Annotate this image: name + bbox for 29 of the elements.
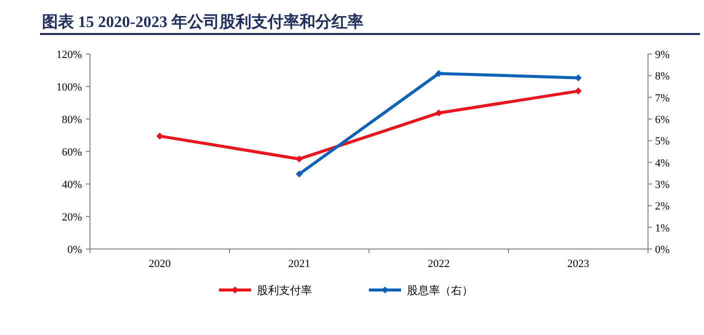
x-tick-label: 2022 bbox=[428, 258, 450, 270]
y2-tick-label: 9% bbox=[655, 49, 670, 61]
y-tick-label: 0% bbox=[67, 244, 82, 256]
legend-label: 股利支付率 bbox=[257, 284, 312, 297]
y2-tick-label: 0% bbox=[655, 244, 670, 256]
point bbox=[435, 109, 442, 116]
legend-label: 股息率（右） bbox=[407, 284, 473, 297]
y-tick-label: 80% bbox=[62, 114, 82, 126]
x-tick-label: 2021 bbox=[288, 258, 310, 270]
y2-tick-label: 5% bbox=[655, 136, 670, 148]
y-tick-label: 100% bbox=[56, 82, 82, 94]
point bbox=[574, 88, 582, 95]
y-tick-label: 60% bbox=[62, 146, 82, 158]
chart-title: 图表 15 2020-2023 年公司股利支付率和分红率 bbox=[42, 12, 364, 31]
y2-tick-label: 7% bbox=[655, 92, 670, 104]
y2-tick-label: 2% bbox=[655, 200, 670, 213]
y2-tick-label: 4% bbox=[655, 157, 670, 170]
y2-tick-label: 8% bbox=[655, 70, 670, 83]
y-tick-label: 120% bbox=[56, 49, 82, 61]
y-tick-label: 40% bbox=[62, 179, 82, 191]
x-tick-label: 2023 bbox=[567, 258, 590, 270]
x-tick-label: 2020 bbox=[148, 258, 172, 270]
point bbox=[296, 170, 303, 178]
y2-tick-label: 1% bbox=[655, 222, 670, 234]
point bbox=[156, 132, 164, 140]
y2-tick-label: 3% bbox=[655, 179, 670, 191]
y-tick-label: 20% bbox=[62, 212, 82, 224]
point bbox=[296, 155, 303, 162]
y2-tick-label: 6% bbox=[655, 114, 670, 126]
